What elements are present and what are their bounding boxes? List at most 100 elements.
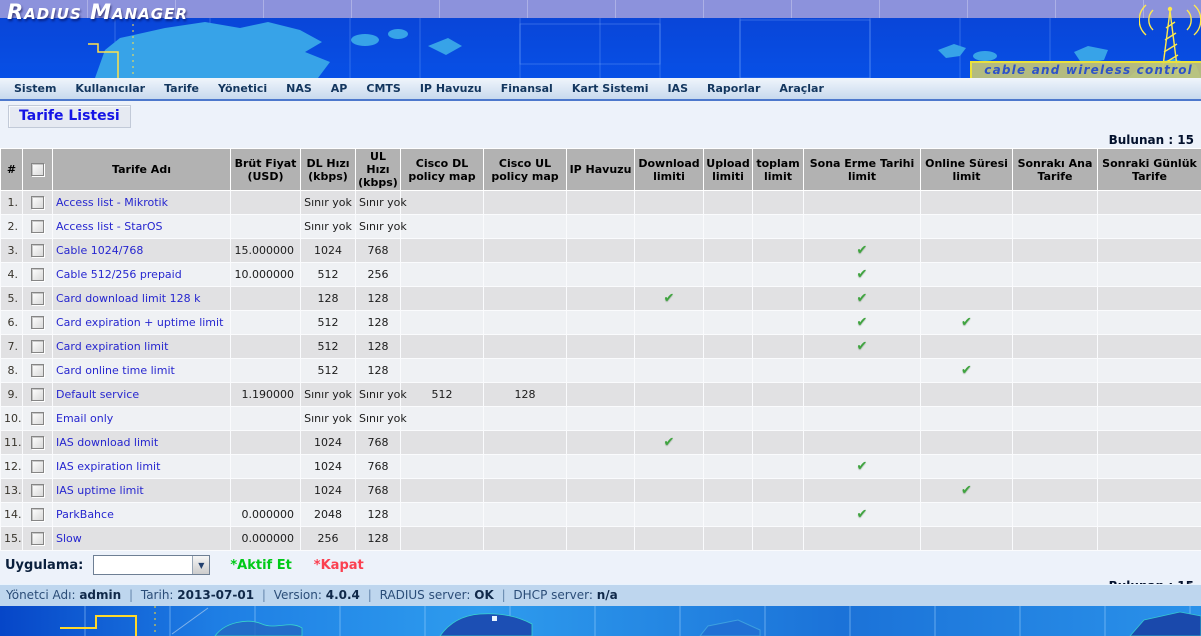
- cell-cisco_ul: [483, 190, 567, 215]
- footer-label: Version:: [273, 588, 326, 602]
- bottom-map-graphic: [60, 606, 1201, 636]
- tariff-link[interactable]: IAS expiration limit: [56, 460, 161, 473]
- tariff-link[interactable]: Cable 1024/768: [56, 244, 144, 257]
- menu-item-raporlar[interactable]: Raporlar: [707, 82, 761, 95]
- menu-item-ara-lar[interactable]: Araçlar: [779, 82, 824, 95]
- row-number: 9.: [0, 382, 23, 407]
- tariff-link[interactable]: Card download limit 128 k: [56, 292, 201, 305]
- cell-dl: 1024: [300, 478, 356, 503]
- row-number: 12.: [0, 454, 23, 479]
- cell-upload_limit: [703, 334, 753, 359]
- apply-select[interactable]: ▼: [93, 555, 211, 575]
- cell-online_limit: [920, 238, 1013, 263]
- cell-next_primary: [1012, 406, 1098, 431]
- tariff-link[interactable]: Default service: [56, 388, 140, 401]
- cell-next_primary: [1012, 310, 1098, 335]
- cell-ip_pool: [566, 502, 635, 527]
- menu-item-tarife[interactable]: Tarife: [164, 82, 200, 95]
- apply-row: Uygulama: ▼ *Aktif Et *Kapat: [5, 555, 1201, 575]
- cell-download_limit: [634, 478, 704, 503]
- row-checkbox[interactable]: [31, 316, 44, 329]
- cell-expire_limit: [803, 526, 921, 551]
- tariff-link[interactable]: IAS uptime limit: [56, 484, 144, 497]
- cell-dl: Sınır yok: [300, 190, 356, 215]
- row-checkbox-cell: [22, 190, 53, 215]
- cell-cisco_ul: [483, 478, 567, 503]
- cell-dl: 512: [300, 310, 356, 335]
- table-row: 8. Card online time limit 512 128 ✔: [0, 358, 1201, 383]
- cell-upload_limit: [703, 214, 753, 239]
- tariff-link[interactable]: Card expiration + uptime limit: [56, 316, 224, 329]
- cell-price: [230, 406, 301, 431]
- row-checkbox[interactable]: [31, 292, 44, 305]
- check-icon: ✔: [856, 267, 868, 282]
- chevron-down-icon[interactable]: ▼: [192, 556, 210, 574]
- footer-label: RADIUS server:: [379, 588, 475, 602]
- row-checkbox[interactable]: [31, 268, 44, 281]
- tariff-link[interactable]: ParkBahce: [56, 508, 114, 521]
- cell-next_primary: [1012, 190, 1098, 215]
- row-checkbox[interactable]: [31, 340, 44, 353]
- cell-cisco_dl: [400, 406, 484, 431]
- row-checkbox[interactable]: [31, 532, 44, 545]
- cell-total_limit: [752, 214, 804, 239]
- cell-total_limit: [752, 238, 804, 263]
- tariff-link[interactable]: Cable 512/256 prepaid: [56, 268, 182, 281]
- menu-item-y-netici[interactable]: Yönetici: [218, 82, 268, 95]
- tariff-name-cell: Slow: [52, 526, 231, 551]
- table-row: 5. Card download limit 128 k 128 128 ✔ ✔: [0, 286, 1201, 311]
- cell-download_limit: [634, 262, 704, 287]
- cell-next_primary: [1012, 238, 1098, 263]
- row-checkbox[interactable]: [31, 388, 44, 401]
- row-checkbox[interactable]: [31, 508, 44, 521]
- row-checkbox[interactable]: [31, 364, 44, 377]
- check-icon: ✔: [856, 339, 868, 354]
- menu-item-cmts[interactable]: CMTS: [366, 82, 401, 95]
- tariff-link[interactable]: Access list - Mikrotik: [56, 196, 168, 209]
- cell-cisco_ul: [483, 286, 567, 311]
- tariff-link[interactable]: IAS download limit: [56, 436, 159, 449]
- row-checkbox[interactable]: [31, 244, 44, 257]
- menu-item-ip-havuzu[interactable]: IP Havuzu: [419, 82, 482, 95]
- menu-item-sistem[interactable]: Sistem: [14, 82, 57, 95]
- cell-total_limit: [752, 358, 804, 383]
- table-row: 6. Card expiration + uptime limit 512 128 ✔ ✔: [0, 310, 1201, 335]
- row-checkbox[interactable]: [31, 484, 44, 497]
- cell-cisco_dl: [400, 334, 484, 359]
- cell-download_limit: [634, 502, 704, 527]
- activate-link[interactable]: *Aktif Et: [230, 557, 292, 573]
- check-icon: ✔: [961, 363, 972, 378]
- cell-online_limit: [920, 382, 1013, 407]
- row-checkbox-cell: [22, 358, 53, 383]
- select-all-checkbox[interactable]: [31, 163, 44, 176]
- col-header-download_limit: Download limiti: [634, 148, 704, 191]
- row-checkbox[interactable]: [31, 436, 44, 449]
- tariff-link[interactable]: Access list - StarOS: [56, 220, 163, 233]
- cell-ul: 128: [355, 286, 401, 311]
- menu-item-kullan-c-lar[interactable]: Kullanıcılar: [75, 82, 146, 95]
- page-title: Tarife Listesi: [8, 105, 131, 128]
- tariff-link[interactable]: Card expiration limit: [56, 340, 169, 353]
- cell-expire_limit: [803, 190, 921, 215]
- col-header-num: #: [0, 148, 23, 191]
- cell-expire_limit: [803, 382, 921, 407]
- footer-value: 2013-07-01: [177, 588, 255, 602]
- tariff-link[interactable]: Card online time limit: [56, 364, 175, 377]
- menu-item-ap[interactable]: AP: [330, 82, 348, 95]
- close-link[interactable]: *Kapat: [313, 557, 364, 573]
- menu-item-kart-sistemi[interactable]: Kart Sistemi: [571, 82, 649, 95]
- cell-expire_limit: [803, 406, 921, 431]
- cell-next_daily: [1097, 214, 1201, 239]
- cell-price: 0.000000: [230, 526, 301, 551]
- col-header-cisco_ul: Cisco UL policy map: [483, 148, 567, 191]
- col-header-next_primary: Sonrakı Ana Tarife: [1012, 148, 1098, 191]
- row-checkbox[interactable]: [31, 412, 44, 425]
- tariff-link[interactable]: Slow: [56, 532, 82, 545]
- tariff-link[interactable]: Email only: [56, 412, 114, 425]
- menu-item-ias[interactable]: IAS: [667, 82, 688, 95]
- menu-item-finansal[interactable]: Finansal: [500, 82, 553, 95]
- row-checkbox[interactable]: [31, 220, 44, 233]
- row-checkbox[interactable]: [31, 460, 44, 473]
- menu-item-nas[interactable]: NAS: [286, 82, 312, 95]
- row-checkbox[interactable]: [31, 196, 44, 209]
